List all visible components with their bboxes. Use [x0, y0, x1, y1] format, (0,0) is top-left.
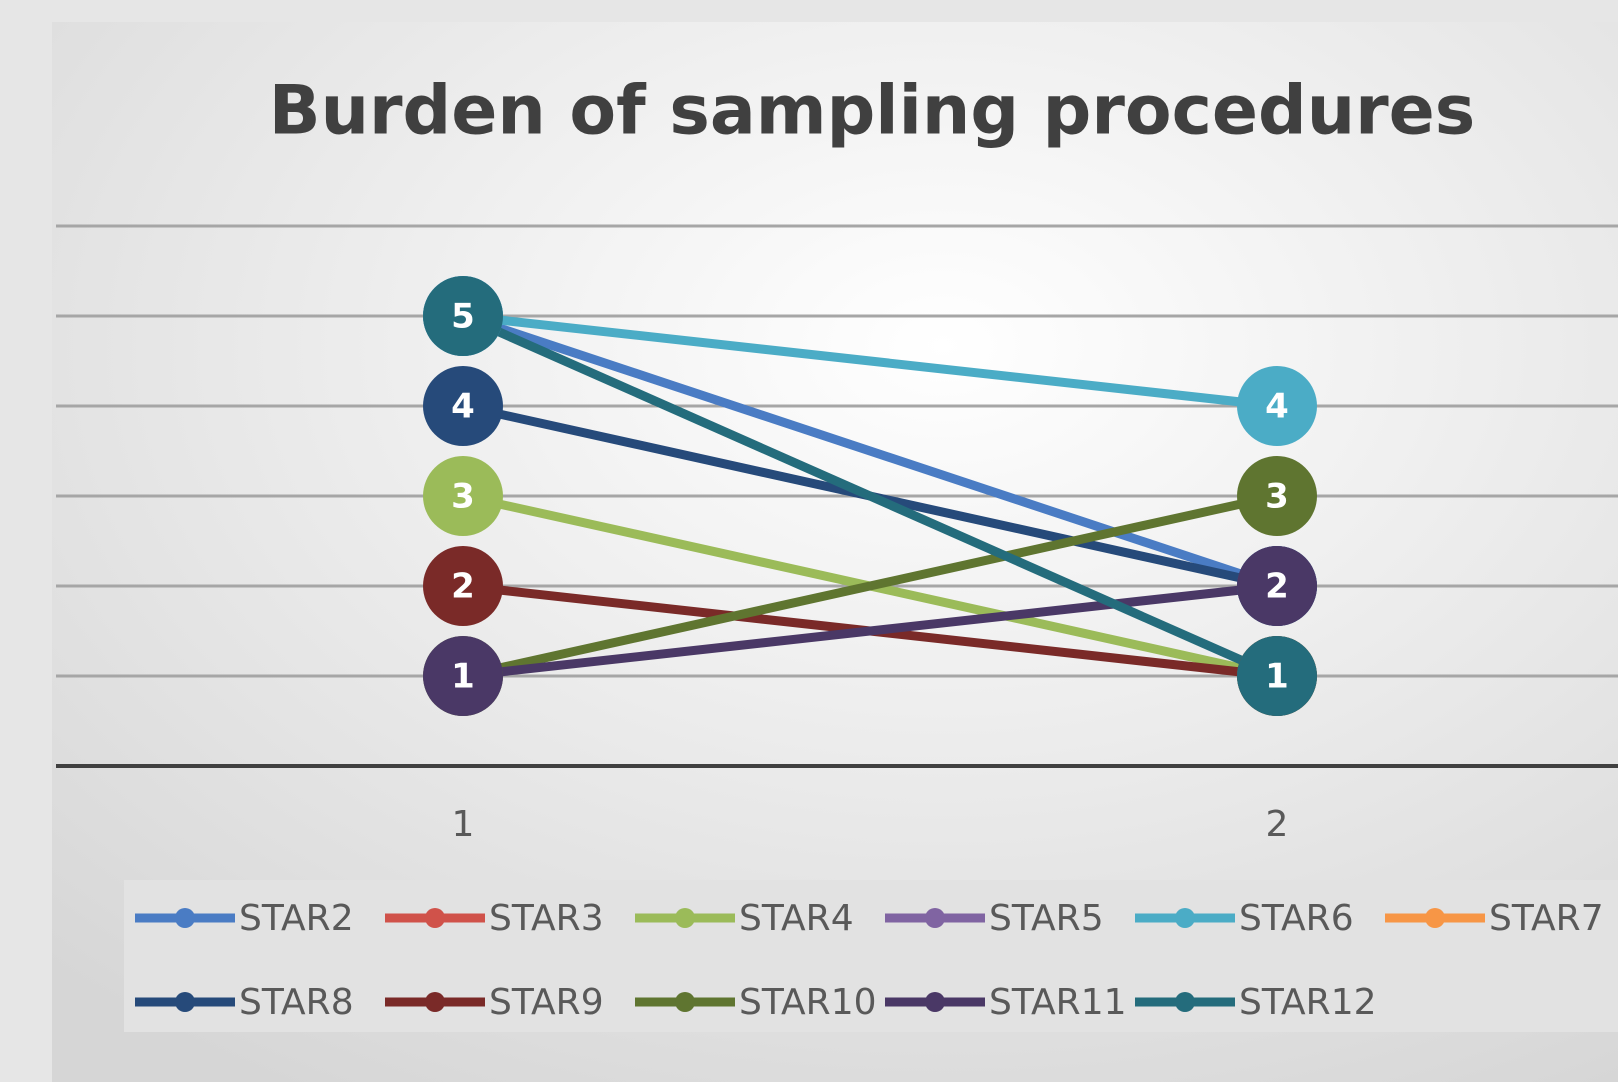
legend-label: STAR11	[989, 982, 1127, 1023]
x-tick-label: 1	[452, 804, 475, 845]
series-line	[461, 311, 1279, 591]
legend-marker	[675, 992, 695, 1012]
data-label: 3	[451, 477, 475, 517]
legend-label: STAR7	[1489, 898, 1604, 939]
series-line	[462, 311, 1278, 411]
legend-label: STAR10	[739, 982, 877, 1023]
data-label: 1	[451, 657, 475, 697]
chart-title: Burden of sampling procedures	[269, 72, 1475, 151]
data-label: 1	[1265, 657, 1289, 697]
legend-marker	[175, 908, 195, 928]
marker	[423, 276, 503, 356]
marker	[1237, 366, 1317, 446]
legend-marker	[925, 908, 945, 928]
legend-label: STAR5	[989, 898, 1104, 939]
series-line	[462, 581, 1278, 681]
legend-marker	[425, 908, 445, 928]
marker	[423, 546, 503, 626]
legend-label: STAR8	[239, 982, 354, 1023]
legend-box	[124, 880, 1618, 1032]
series-line	[462, 491, 1278, 681]
data-label: 4	[1265, 387, 1289, 427]
legend-marker	[675, 908, 695, 928]
legend-marker	[175, 992, 195, 1012]
data-label: 4	[451, 387, 475, 427]
legend-label: STAR2	[239, 898, 354, 939]
marker	[423, 366, 503, 446]
legend-marker	[1175, 992, 1195, 1012]
marker	[423, 636, 503, 716]
data-label: 3	[1265, 477, 1289, 517]
data-label: 2	[1265, 567, 1289, 607]
marker	[423, 456, 503, 536]
legend-marker	[925, 992, 945, 1012]
legend-label: STAR9	[489, 982, 604, 1023]
data-label: 5	[451, 297, 475, 337]
marker	[1237, 546, 1317, 626]
legend-marker	[1175, 908, 1195, 928]
marker	[1237, 456, 1317, 536]
legend-label: STAR3	[489, 898, 604, 939]
marker	[1237, 636, 1317, 716]
legend-label: STAR6	[1239, 898, 1354, 939]
legend-marker	[425, 992, 445, 1012]
x-tick-label: 2	[1266, 804, 1289, 845]
series-line	[461, 311, 1279, 681]
legend-marker	[1425, 908, 1445, 928]
legend-label: STAR12	[1239, 982, 1377, 1023]
legend-label: STAR4	[739, 898, 854, 939]
data-label: 2	[451, 567, 475, 607]
